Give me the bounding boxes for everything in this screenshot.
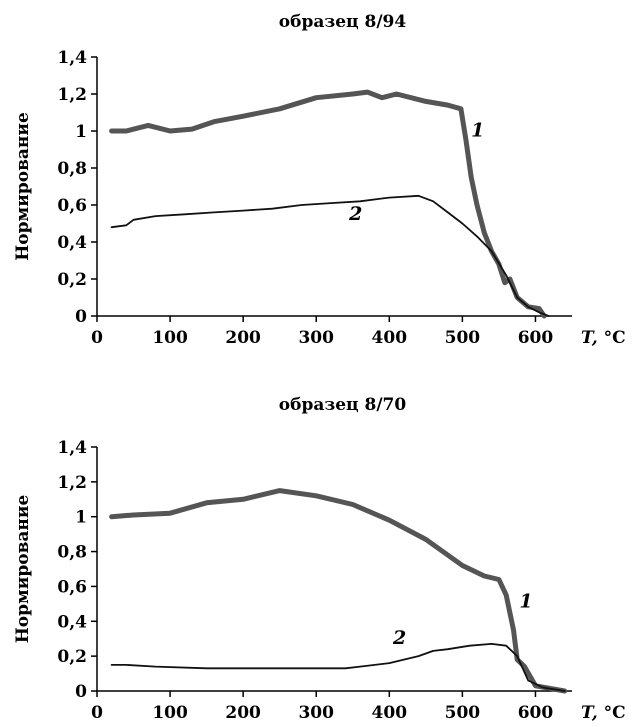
x-tick-label: 400	[372, 703, 408, 723]
x-tick-label: 300	[298, 328, 334, 348]
y-tick-label: 1,4	[57, 438, 87, 458]
chart-sample-8-94: образец 8/94 0 0,2 0,4 0,6 0,8 1 1,2 1,4 0 100 200…	[13, 12, 626, 348]
x-axis-label-symbol: T,	[581, 328, 604, 348]
chart-title: образец 8/70	[279, 395, 407, 415]
series-1-line	[109, 488, 568, 694]
y-tick-label: 0,4	[57, 612, 87, 632]
y-tick-label: 0,8	[57, 543, 87, 563]
y-tick-label: 0,6	[57, 196, 87, 216]
x-tick-label: 300	[298, 703, 334, 723]
x-axis-label: T, °C	[581, 328, 626, 348]
y-tick-label: 0	[75, 682, 87, 702]
x-tick-label: 500	[445, 328, 481, 348]
series-2-label: 2	[348, 203, 362, 225]
chart-title: образец 8/94	[279, 12, 407, 32]
series-2-line	[110, 194, 550, 317]
y-tick-label: 1,2	[57, 473, 87, 493]
series-2-line	[110, 643, 566, 692]
x-tick-label: 200	[225, 328, 261, 348]
x-tick-label: 500	[445, 703, 481, 723]
y-tick-label: 0	[75, 307, 87, 327]
series-2-label: 2	[392, 627, 406, 649]
x-axis-label-unit: °C	[604, 328, 626, 348]
chart-sample-8-70: образец 8/70 0 0,2 0,4 0,6 0,8 1 1,2 1,4 0 100 200…	[13, 395, 626, 723]
y-tick-label: 1	[75, 508, 87, 528]
x-tick-label: 600	[518, 703, 554, 723]
y-tick-label: 0,4	[57, 233, 87, 253]
x-tick-label: 600	[518, 328, 554, 348]
x-tick-label: 100	[152, 328, 188, 348]
x-tick-label: 0	[91, 328, 103, 348]
y-tick-label: 0,2	[57, 270, 87, 290]
y-axis-label: Нормирование	[13, 495, 33, 644]
y-axis-label: Нормирование	[13, 112, 33, 261]
x-tick-label: 100	[152, 703, 188, 723]
y-tick-label: 1	[75, 122, 87, 142]
y-tick-label: 0,6	[57, 577, 87, 597]
y-tick-label: 1,2	[57, 85, 87, 105]
series-1-line	[109, 89, 547, 319]
y-tick-label: 0,2	[57, 647, 87, 667]
x-tick-label: 0	[91, 703, 103, 723]
y-tick-label: 1,4	[57, 48, 87, 68]
x-axis-label-symbol: T,	[581, 703, 604, 723]
series-1-label: 1	[471, 120, 484, 142]
x-axis-label: T, °C	[581, 703, 626, 723]
series-1-label: 1	[519, 590, 532, 612]
y-tick-label: 0,8	[57, 159, 87, 179]
x-tick-label: 400	[372, 328, 408, 348]
x-axis-label-unit: °C	[604, 703, 626, 723]
x-tick-label: 200	[225, 703, 261, 723]
